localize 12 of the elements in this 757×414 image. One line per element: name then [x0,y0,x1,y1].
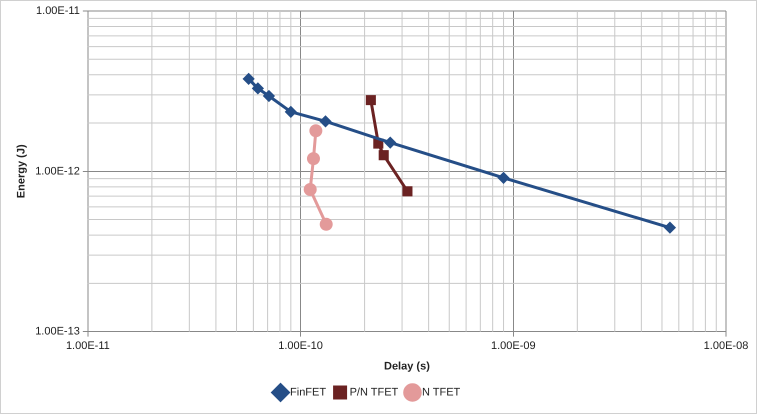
legend-label: N TFET [422,386,461,399]
x-tick-label: 1.00E-09 [490,340,536,352]
x-tick-label: 1.00E-10 [278,340,323,352]
y-axis-title: Energy (J) [16,144,28,198]
x-tick-label: 1.00E-11 [66,340,110,352]
x-tick-label: 1.00E-08 [704,340,748,352]
y-tick-label: 1.00E-11 [36,5,80,18]
y-tick-label: 1.00E-12 [35,165,80,178]
y-tick-label: 1.00E-13 [35,326,80,338]
x-axis-title: Delay (s) [384,360,430,372]
legend-label: FinFET [290,386,326,399]
legend-label: P/N TFET [350,386,399,399]
